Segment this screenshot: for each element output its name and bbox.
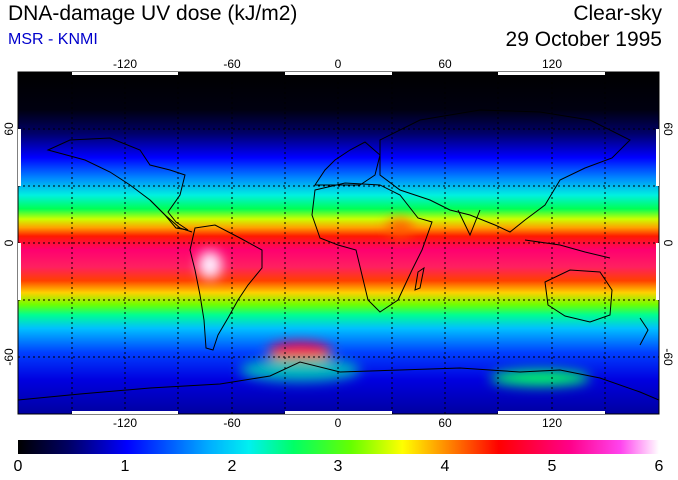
- lon-label-top: -120: [112, 57, 138, 71]
- map-frame: [17, 71, 660, 415]
- colorbar-tick-label: 6: [654, 458, 664, 475]
- central-america-coast: [149, 199, 193, 233]
- lon-label-bottom: -60: [223, 416, 241, 430]
- madagascar-coast: [414, 266, 425, 291]
- colorbar: [18, 440, 659, 454]
- asia-coast: [379, 109, 631, 233]
- map-subtitle: MSR - KNMI: [8, 31, 98, 48]
- colorbar-tick-label: 2: [227, 458, 237, 475]
- uv-anomalies: [198, 218, 590, 386]
- colorbar-tick-label: 5: [547, 458, 557, 475]
- lon-label-top: 60: [438, 57, 452, 71]
- lon-label-bottom: 0: [334, 416, 342, 430]
- lat-label-left: -60: [2, 348, 16, 366]
- lat-label-left: 60: [2, 122, 16, 136]
- graticule: [18, 72, 659, 414]
- coastlines: [18, 109, 659, 401]
- south-america-coast: [189, 224, 263, 351]
- australia-coast: [544, 269, 613, 323]
- new-zealand-coast: [639, 317, 649, 346]
- lat-label-right: 60: [661, 122, 675, 136]
- lon-label-bottom: -120: [112, 416, 138, 430]
- colorbar-tick-label: 1: [120, 458, 130, 475]
- lat-label-right: 0: [661, 239, 675, 247]
- date-label: 29 October 1995: [505, 28, 662, 51]
- lon-label-top: 0: [334, 57, 342, 71]
- sky-condition-label: Clear-sky: [573, 2, 662, 25]
- lon-label-top: 120: [541, 57, 563, 71]
- lon-label-bottom: 120: [541, 416, 563, 430]
- europe-coast: [314, 141, 381, 186]
- lon-label-top: -60: [223, 57, 241, 71]
- antarctica-coast: [18, 361, 659, 401]
- indonesia-coast: [524, 239, 611, 259]
- colorbar-tick-label: 0: [13, 458, 23, 475]
- lon-label-bottom: 60: [438, 416, 452, 430]
- lat-label-right: -60: [661, 348, 675, 366]
- colorbar-tick-label: 3: [333, 458, 343, 475]
- colorbar-tick-label: 4: [440, 458, 450, 475]
- north-america-coast: [46, 137, 189, 231]
- india-coast: [457, 209, 481, 237]
- map-title: DNA-damage UV dose (kJ/m2): [8, 2, 298, 25]
- lat-label-left: 0: [2, 239, 16, 247]
